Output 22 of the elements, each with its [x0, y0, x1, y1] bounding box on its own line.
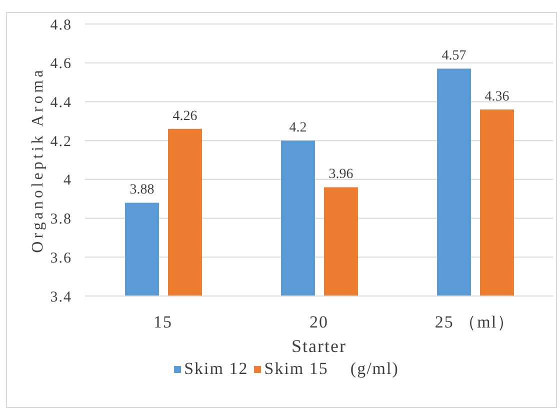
legend-label: Skim 12 [184, 359, 248, 379]
data-label: 3.88 [130, 182, 154, 198]
y-tick-label: 4.6 [50, 56, 72, 72]
data-label: 4.2 [289, 120, 307, 136]
y-tick-label: 3.6 [50, 250, 72, 266]
data-label: 4.36 [484, 89, 510, 104]
x-tick-label: 15 [154, 312, 172, 332]
data-label: 4.57 [442, 48, 466, 64]
x-axis-title: Starter [292, 336, 346, 356]
y-tick-label: 4.2 [50, 134, 72, 150]
y-tick-label: 4 [64, 172, 72, 189]
x-tick-label: 20 [310, 312, 328, 332]
y-tick-label: 3.4 [50, 289, 72, 306]
y-axis-title: Organoleptik Aroma [30, 67, 47, 253]
legend-title: (g/ml) [350, 359, 399, 378]
y-tick-label: 3.8 [50, 212, 72, 228]
data-label: 3.96 [328, 167, 354, 182]
legend-label: Skim 15 [264, 359, 328, 379]
data-label: 4.26 [172, 108, 198, 124]
y-tick-label: 4.8 [50, 17, 72, 34]
y-tick-label: 4.4 [50, 94, 72, 111]
x-tick-label: 25 （ml） [434, 312, 516, 332]
